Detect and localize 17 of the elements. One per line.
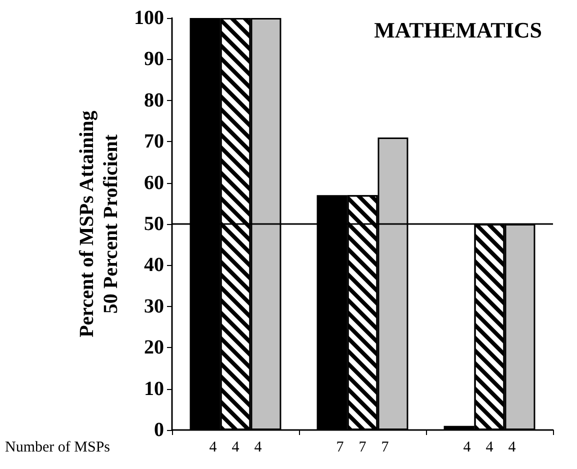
text: Number of MSPs [5, 440, 110, 456]
y-tick-label: 30 [144, 295, 164, 318]
y-tick-label: 20 [144, 336, 164, 359]
chart-title: MATHEMATICS [374, 18, 542, 42]
y-tick-label: 100 [134, 7, 164, 29]
y-tick-label: 10 [144, 378, 164, 400]
text: 4 4 4 [463, 440, 516, 456]
y-tick-label: 80 [144, 89, 164, 112]
y-tick-label: 90 [144, 48, 164, 70]
y-tick-label: 70 [144, 130, 164, 153]
text: 7 7 7 [336, 440, 390, 456]
y-tick-label: 40 [144, 254, 164, 276]
y-tick-label: 0 [154, 419, 164, 441]
y-tick-label: 60 [144, 172, 164, 194]
y-tick-label: 50 [144, 213, 164, 235]
text: 4 4 4 [209, 440, 262, 456]
y-axis-title: Percent of MSPs Attaining 50 Percent Proficient [76, 110, 122, 338]
